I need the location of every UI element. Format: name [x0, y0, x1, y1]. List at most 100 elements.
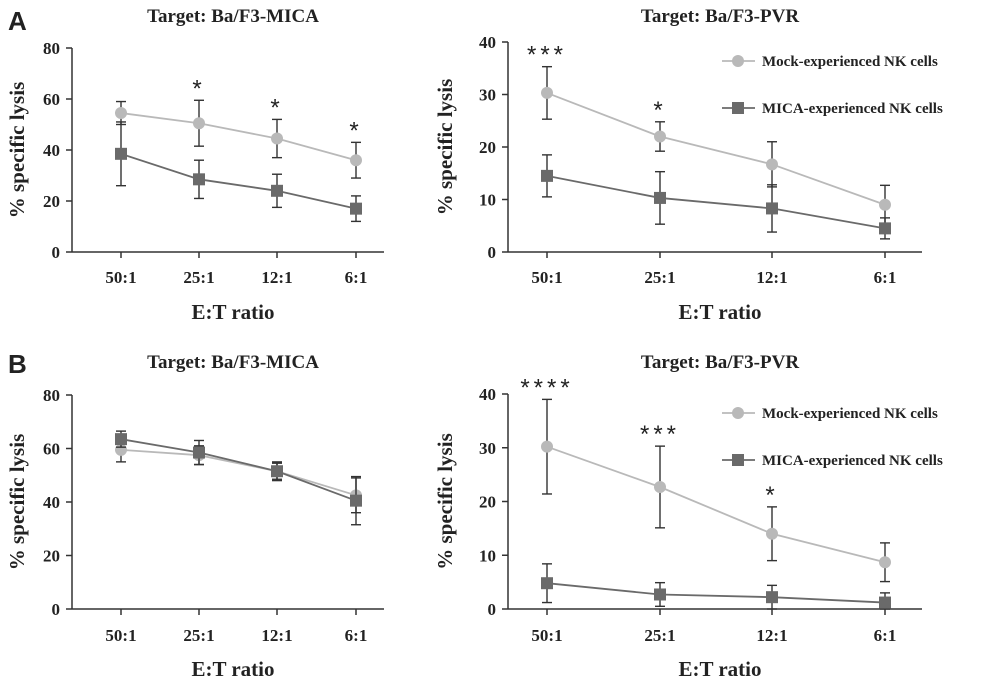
x-tick-label: 25:1 [644, 268, 675, 287]
x-axis-label: E:T ratio [678, 300, 761, 324]
y-tick-label: 80 [43, 39, 60, 58]
significance-label: * [653, 97, 666, 124]
legend-label: Mock-experienced NK cells [762, 406, 938, 422]
data-point [879, 596, 891, 609]
y-tick-label: 40 [43, 493, 60, 512]
data-point [271, 132, 283, 145]
panel-letter-a: A [8, 6, 27, 36]
y-tick-label: 20 [43, 192, 60, 211]
data-point [766, 527, 778, 540]
data-point [541, 577, 553, 590]
x-tick-label: 12:1 [756, 626, 787, 645]
x-tick-label: 25:1 [183, 268, 214, 287]
legend-marker [732, 102, 744, 114]
series-line [546, 92, 886, 206]
series-line [120, 448, 357, 497]
y-tick-label: 40 [479, 385, 496, 404]
legend-label: MICA-experienced NK cells [762, 101, 943, 117]
y-tick-label: 20 [43, 547, 60, 566]
chart-title: Target: Ba/F3-MICA [147, 352, 319, 373]
data-point [350, 154, 362, 167]
y-tick-label: 20 [479, 493, 496, 512]
data-point [193, 173, 205, 186]
y-tick-label: 0 [52, 243, 61, 262]
data-point [766, 158, 778, 171]
legend-marker [732, 454, 744, 466]
data-point [766, 202, 778, 215]
x-tick-label: 12:1 [261, 268, 292, 287]
significance-label: * [765, 482, 778, 509]
y-axis-label: % specific lysis [433, 433, 457, 570]
legend-marker [732, 407, 744, 419]
x-tick-label: 6:1 [874, 626, 897, 645]
series-line [546, 582, 886, 604]
series-line [546, 174, 886, 230]
x-axis-label: E:T ratio [191, 300, 274, 324]
significance-label: * [270, 94, 283, 121]
x-tick-label: 50:1 [105, 268, 136, 287]
data-point [193, 446, 205, 459]
data-point [879, 556, 891, 569]
y-tick-label: 10 [479, 546, 496, 565]
legend-marker [732, 55, 744, 67]
chart-b-pvr: Target: Ba/F3-PVR 0 10 20 30 40 50:1 25:1 12:1 6:… [433, 352, 943, 681]
y-tick-label: 10 [479, 191, 496, 210]
data-point [541, 440, 553, 453]
data-point [115, 433, 127, 446]
chart-title: Target: Ba/F3-MICA [147, 6, 319, 27]
y-tick-label: 60 [43, 90, 60, 109]
y-tick-label: 80 [43, 386, 60, 405]
y-tick-label: 0 [488, 243, 497, 262]
y-axis-label: % specific lysis [5, 434, 29, 571]
data-point [350, 202, 362, 215]
data-point [541, 86, 553, 99]
data-point [541, 169, 553, 182]
data-point [879, 198, 891, 211]
data-point [654, 480, 666, 493]
chart-b-mica: Target: Ba/F3-MICA 0 20 40 60 80 50:1 25:1 12:1 6… [5, 352, 384, 681]
data-point [193, 117, 205, 130]
x-axis-label: E:T ratio [191, 657, 274, 681]
y-tick-label: 40 [479, 33, 496, 52]
x-tick-label: 50:1 [531, 626, 562, 645]
chart-a-mica: Target: Ba/F3-MICA 0 20 40 60 80 50:1 25:1 12:1 6… [5, 6, 384, 324]
x-tick-label: 50:1 [531, 268, 562, 287]
series-line [546, 445, 886, 564]
x-tick-label: 50:1 [105, 626, 136, 645]
significance-label: * [349, 117, 362, 144]
y-tick-label: 30 [479, 86, 496, 105]
y-axis-label: % specific lysis [5, 82, 29, 219]
series-line [120, 112, 357, 162]
x-tick-label: 6:1 [345, 268, 368, 287]
x-axis-label: E:T ratio [678, 657, 761, 681]
chart-title: Target: Ba/F3-PVR [641, 352, 799, 373]
x-tick-label: 25:1 [183, 626, 214, 645]
data-point [654, 588, 666, 601]
data-point [766, 591, 778, 604]
significance-label: *** [640, 421, 680, 448]
data-point [654, 130, 666, 143]
y-tick-label: 20 [479, 138, 496, 157]
x-tick-label: 6:1 [345, 626, 368, 645]
y-tick-label: 60 [43, 440, 60, 459]
significance-label: *** [527, 42, 567, 69]
y-axis-label: % specific lysis [433, 79, 457, 216]
x-tick-label: 6:1 [874, 268, 897, 287]
y-tick-label: 0 [488, 600, 497, 619]
data-point [115, 147, 127, 160]
significance-label: * [192, 75, 205, 102]
chart-title: Target: Ba/F3-PVR [641, 6, 799, 27]
data-point [879, 222, 891, 235]
x-tick-label: 12:1 [756, 268, 787, 287]
y-tick-label: 0 [52, 600, 61, 619]
series-line [120, 152, 357, 210]
data-point [350, 494, 362, 507]
legend-label: Mock-experienced NK cells [762, 54, 938, 70]
data-point [271, 465, 283, 478]
data-point [115, 107, 127, 120]
data-point [271, 184, 283, 197]
panel-letter-b: B [8, 349, 27, 379]
x-tick-label: 25:1 [644, 626, 675, 645]
significance-label: **** [520, 374, 573, 401]
